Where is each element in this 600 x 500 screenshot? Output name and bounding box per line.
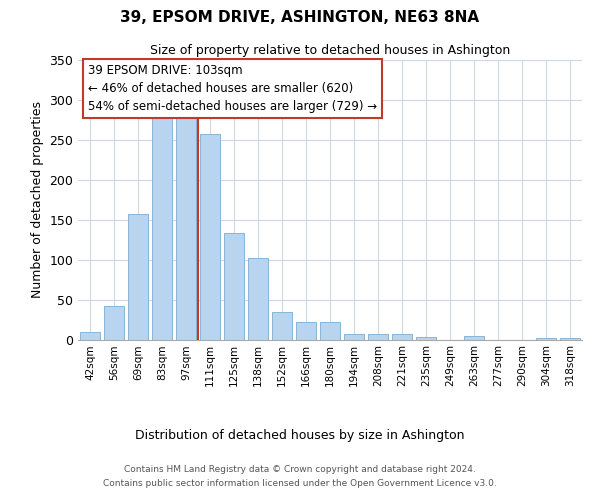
Bar xyxy=(248,258,268,340)
Y-axis label: Number of detached properties: Number of detached properties xyxy=(31,102,44,298)
Text: Distribution of detached houses by size in Ashington: Distribution of detached houses by size … xyxy=(135,428,465,442)
Bar xyxy=(200,134,220,340)
Bar xyxy=(224,233,244,340)
Bar xyxy=(560,338,580,340)
Bar xyxy=(464,336,484,340)
Title: Size of property relative to detached houses in Ashington: Size of property relative to detached ho… xyxy=(150,44,510,58)
Bar xyxy=(128,214,148,340)
Bar xyxy=(104,306,124,340)
Text: 39 EPSOM DRIVE: 103sqm
← 46% of detached houses are smaller (620)
54% of semi-de: 39 EPSOM DRIVE: 103sqm ← 46% of detached… xyxy=(88,64,377,113)
Bar xyxy=(320,322,340,340)
Bar xyxy=(392,334,412,340)
Text: Contains HM Land Registry data © Crown copyright and database right 2024.
Contai: Contains HM Land Registry data © Crown c… xyxy=(103,466,497,487)
Bar xyxy=(344,334,364,340)
Bar xyxy=(272,312,292,340)
Bar xyxy=(368,334,388,340)
Bar xyxy=(176,115,196,340)
Bar xyxy=(536,338,556,340)
Bar xyxy=(152,116,172,340)
Bar xyxy=(80,332,100,340)
Bar xyxy=(416,337,436,340)
Text: 39, EPSOM DRIVE, ASHINGTON, NE63 8NA: 39, EPSOM DRIVE, ASHINGTON, NE63 8NA xyxy=(121,10,479,25)
Bar xyxy=(296,322,316,340)
